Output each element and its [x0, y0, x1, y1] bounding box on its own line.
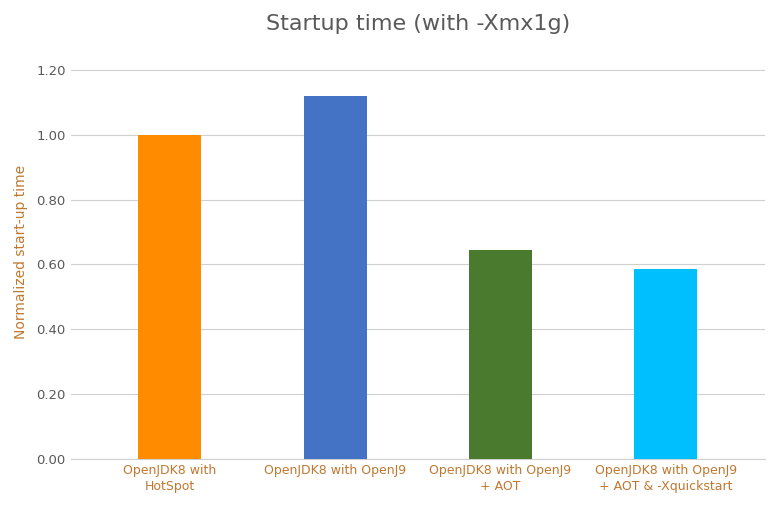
- Bar: [634, 269, 697, 459]
- Bar: [139, 135, 201, 459]
- Title: Startup time (with -Xmx1g): Startup time (with -Xmx1g): [266, 14, 570, 34]
- Y-axis label: Normalized start-up time: Normalized start-up time: [14, 164, 28, 339]
- Bar: [304, 96, 367, 459]
- Bar: [469, 250, 532, 459]
